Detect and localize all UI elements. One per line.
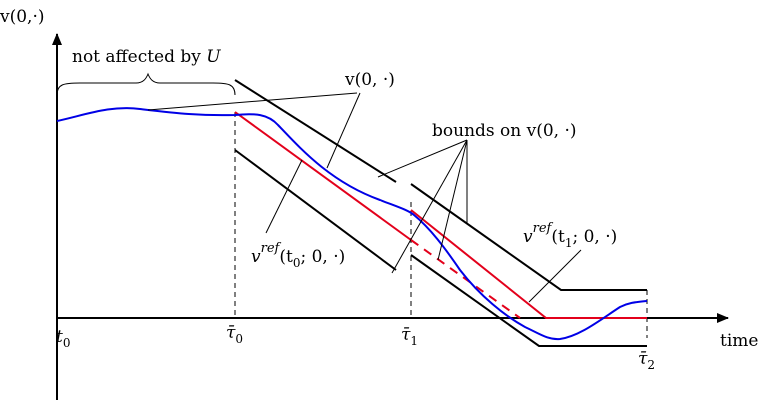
tick-tau1: τ̄1 (401, 325, 418, 348)
lower-bound-second (410, 254, 647, 347)
x-axis-label: time (720, 331, 758, 351)
reference-first (234, 111, 412, 241)
v-label: v(0, ·) (344, 70, 395, 90)
vref1-leader (528, 249, 582, 303)
v-leader-1 (147, 92, 358, 111)
v-leader-2 (326, 92, 361, 169)
bounds-leader-3 (437, 139, 468, 261)
bounds-leader-1 (377, 139, 468, 178)
reference-second (410, 209, 647, 319)
vref0-leader (265, 159, 303, 234)
bounds-leader-2 (391, 139, 468, 274)
reference-first-extension (410, 239, 521, 319)
vref0-label: vref(t0; 0, ·) (251, 241, 345, 270)
lower-bound-first (234, 149, 397, 271)
tick-tau2: τ̄2 (638, 349, 655, 372)
upper-bound-second (410, 183, 647, 291)
bounds-label: bounds on v(0, ·) (432, 121, 577, 141)
vref1-label: vref(t1; 0, ·) (523, 221, 617, 250)
not-affected-brace (56, 72, 236, 96)
trajectory-curve (56, 107, 648, 341)
tick-t0: t0 (56, 327, 70, 350)
y-axis-label: v(0,·) (0, 7, 45, 27)
upper-bound-first (234, 79, 397, 183)
not-affected-label: not affected by U (72, 47, 221, 67)
tick-tau0: τ̄0 (226, 323, 243, 346)
